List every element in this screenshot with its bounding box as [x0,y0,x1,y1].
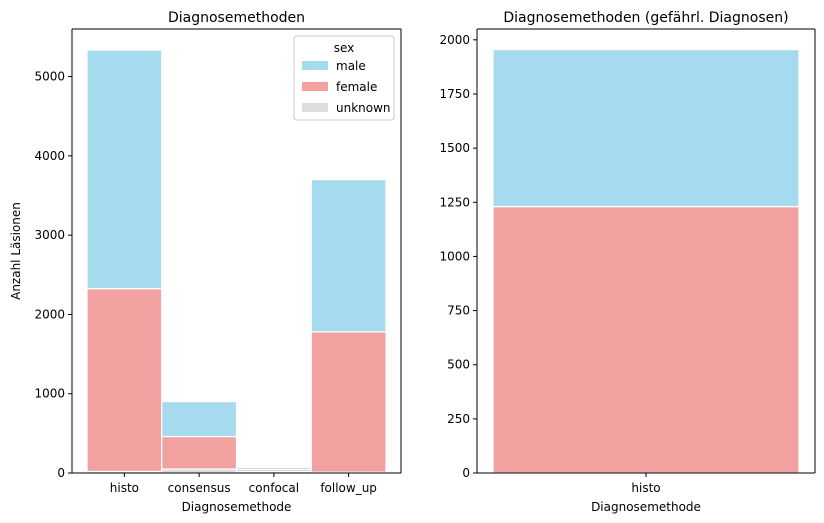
bar-follow_up-male [310,179,387,333]
y-tick-label: 1000 [34,387,65,401]
bar-histo-female [492,206,800,474]
legend-swatch-male [302,61,328,70]
x-tick-label: histo [110,481,139,495]
x-tick-label: consensus [168,481,231,495]
y-tick-label: 1500 [439,141,470,155]
legend: sex male female unknown [293,35,395,121]
x-tick-label: follow_up [320,481,377,495]
bar-consensus-female [161,435,238,470]
y-tick-label: 3000 [34,228,65,242]
legend-label-male: male [336,59,366,73]
y-tick-label: 750 [447,304,470,318]
y-tick-label: 250 [447,412,470,426]
bar-histo-male [86,49,163,290]
chart-panel-1: 0 1000 2000 3000 4000 5000 histo consensus confo… [9,10,402,514]
y-tick-label: 4000 [34,149,65,163]
x-tick-label: confocal [249,481,299,495]
y-tick-label: 1000 [439,249,470,263]
y-tick-label: 0 [57,466,65,480]
legend-box [293,35,395,121]
bar-histo-male [492,48,800,208]
chart-title: Diagnosemethoden (gefährl. Diagnosen) [503,10,788,26]
legend-label-female: female [336,80,377,94]
bar-follow_up-female [310,331,387,473]
y-tick-label: 500 [447,358,470,372]
legend-swatch-female [302,82,328,91]
legend-title: sex [334,41,355,55]
y-tick-label: 0 [462,466,470,480]
x-axis-title: Diagnosemethode [591,500,701,514]
y-tick-label: 1250 [439,195,470,209]
y-tick-label: 5000 [34,70,65,84]
bars-group [492,48,800,474]
x-axis-title: Diagnosemethode [182,500,292,514]
bar-consensus-male [161,401,238,438]
legend-swatch-unknown [302,103,328,112]
y-tick-label: 1750 [439,87,470,101]
legend-label-unknown: unknown [336,101,391,115]
bars-group [86,49,387,474]
bar-confocal-male [235,466,312,471]
chart-title: Diagnosemethoden [168,10,305,26]
y-axis-title: Anzahl Läsionen [9,202,23,300]
y-tick-label: 2000 [34,307,65,321]
bar-histo-female [86,288,163,473]
x-tick-label: histo [631,481,660,495]
y-tick-label: 2000 [439,33,470,47]
chart-panel-2: 0 250 500 750 1000 1250 1500 1750 2000 histo Diagn… [439,10,816,514]
